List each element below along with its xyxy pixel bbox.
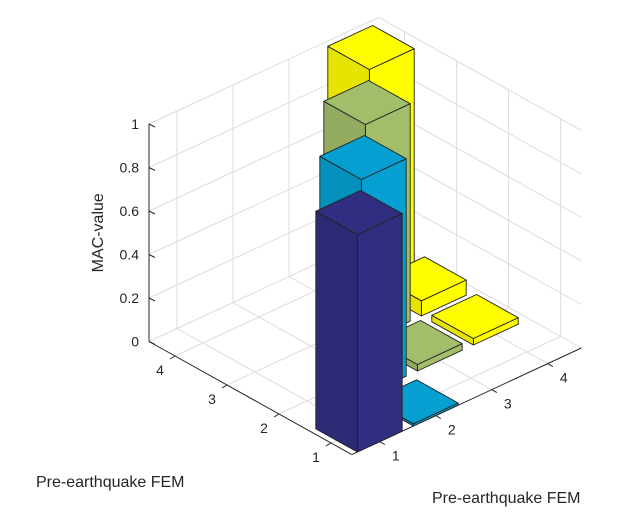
x-tick-label: 4 xyxy=(560,370,568,386)
mac-bar-top-face xyxy=(323,80,411,125)
y-axis-line xyxy=(148,341,353,456)
z-tick-label: 0.6 xyxy=(120,203,140,219)
mac-bar xyxy=(431,294,519,346)
x-tick-label: 1 xyxy=(392,448,400,464)
y-tick-mark xyxy=(273,413,280,418)
z-tick-label: 0.2 xyxy=(120,290,140,306)
z-tick-mark xyxy=(148,254,156,258)
mac-bar-top-face xyxy=(319,135,407,180)
x-tick-mark xyxy=(491,389,498,394)
z-axis-label: MAC-value xyxy=(90,193,107,272)
grid-line xyxy=(378,16,582,131)
axis-layer: 1 2 3 4 1 2 3 4 0 0.2 0.4 0.6 0.8 1 xyxy=(120,116,582,465)
z-tick-mark xyxy=(148,297,156,302)
y-tick-mark xyxy=(325,442,332,447)
z-tick-mark xyxy=(148,123,156,128)
mac-bar-top-face xyxy=(431,294,519,339)
z-tick-label: 0 xyxy=(131,334,139,350)
x-tick-label: 3 xyxy=(504,396,512,412)
mac-bar-top-face xyxy=(315,190,403,235)
y-axis-label: Pre-earthquake FEM xyxy=(36,474,185,491)
z-tick-mark xyxy=(148,210,156,215)
mac-bar-side-face xyxy=(315,210,358,453)
y-tick-label: 3 xyxy=(208,391,216,407)
y-tick-mark xyxy=(221,384,228,389)
x-tick-label: 2 xyxy=(448,422,456,438)
z-tick-mark xyxy=(148,341,156,345)
label-layer: MAC-value Pre-earthquake FEM Pre-earthqu… xyxy=(36,193,581,507)
mac-bar-top-face xyxy=(327,25,415,70)
y-tick-label: 2 xyxy=(260,420,268,436)
x-axis-label: Pre-earthquake FEM xyxy=(432,490,581,507)
z-tick-label: 1 xyxy=(131,116,139,132)
mac-bar xyxy=(315,190,403,453)
x-tick-mark xyxy=(547,363,554,368)
x-tick-mark xyxy=(435,415,442,420)
z-tick-mark xyxy=(148,167,156,171)
y-tick-label: 1 xyxy=(312,449,320,465)
grid-line xyxy=(148,16,379,125)
mac-bar-front-face xyxy=(356,213,403,453)
z-tick-label: 0.8 xyxy=(120,160,140,176)
y-tick-label: 4 xyxy=(156,362,164,378)
x-tick-mark xyxy=(379,441,386,446)
bars-layer xyxy=(315,25,519,453)
z-tick-label: 0.4 xyxy=(120,247,140,263)
y-tick-mark xyxy=(169,355,176,360)
